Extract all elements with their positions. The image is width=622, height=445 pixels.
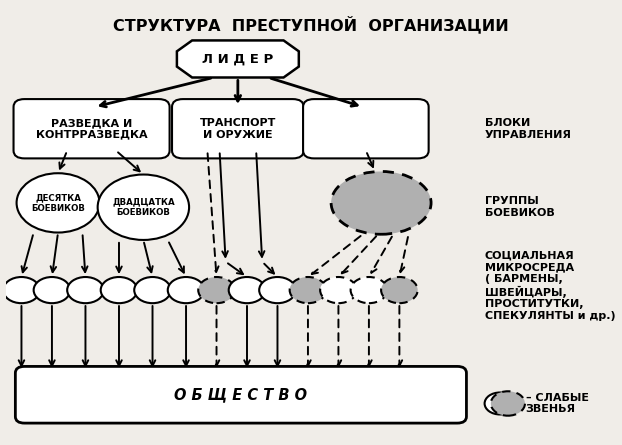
Circle shape — [485, 392, 515, 414]
FancyBboxPatch shape — [172, 99, 304, 158]
Circle shape — [381, 277, 418, 303]
Circle shape — [67, 277, 104, 303]
Circle shape — [229, 277, 265, 303]
Text: ДВАДЦАТКА
БОЕВИКОВ: ДВАДЦАТКА БОЕВИКОВ — [112, 198, 175, 217]
Ellipse shape — [331, 171, 431, 234]
Circle shape — [101, 277, 137, 303]
Text: О Б Щ Е С Т В О: О Б Щ Е С Т В О — [174, 387, 307, 402]
Circle shape — [259, 277, 295, 303]
Text: СОЦИАЛЬНАЯ
МИКРОСРЕДА
( БАРМЕНЫ,
ШВЕЙЦАРЫ,
ПРОСТИТУТКИ,
СПЕКУЛЯНТЫ и др.): СОЦИАЛЬНАЯ МИКРОСРЕДА ( БАРМЕНЫ, ШВЕЙЦАР… — [485, 251, 615, 321]
Text: Л И Д Е Р: Л И Д Е Р — [202, 53, 274, 65]
Text: ГРУППЫ
БОЕВИКОВ: ГРУППЫ БОЕВИКОВ — [485, 196, 554, 218]
Circle shape — [98, 174, 189, 240]
Text: – СЛАБЫЕ
ЗВЕНЬЯ: – СЛАБЫЕ ЗВЕНЬЯ — [526, 392, 588, 414]
Text: СТРУКТУРА  ПРЕСТУПНОЙ  ОРГАНИЗАЦИИ: СТРУКТУРА ПРЕСТУПНОЙ ОРГАНИЗАЦИИ — [113, 15, 509, 33]
Circle shape — [34, 277, 70, 303]
Circle shape — [134, 277, 171, 303]
Circle shape — [351, 277, 387, 303]
Text: ДЕСЯТКА
БОЕВИКОВ: ДЕСЯТКА БОЕВИКОВ — [31, 193, 85, 213]
Circle shape — [320, 277, 357, 303]
Circle shape — [168, 277, 204, 303]
Circle shape — [198, 277, 234, 303]
Polygon shape — [177, 40, 299, 77]
Text: ТРАНСПОРТ
И ОРУЖИЕ: ТРАНСПОРТ И ОРУЖИЕ — [200, 118, 276, 140]
Text: БЛОКИ
УПРАВЛЕНИЯ: БЛОКИ УПРАВЛЕНИЯ — [485, 118, 572, 140]
FancyBboxPatch shape — [303, 99, 429, 158]
Circle shape — [17, 173, 100, 233]
FancyBboxPatch shape — [14, 99, 170, 158]
Text: РАЗВЕДКА И
КОНТРРАЗВЕДКА: РАЗВЕДКА И КОНТРРАЗВЕДКА — [35, 118, 147, 140]
Circle shape — [491, 391, 525, 416]
Circle shape — [290, 277, 327, 303]
FancyBboxPatch shape — [16, 366, 466, 423]
Circle shape — [3, 277, 40, 303]
